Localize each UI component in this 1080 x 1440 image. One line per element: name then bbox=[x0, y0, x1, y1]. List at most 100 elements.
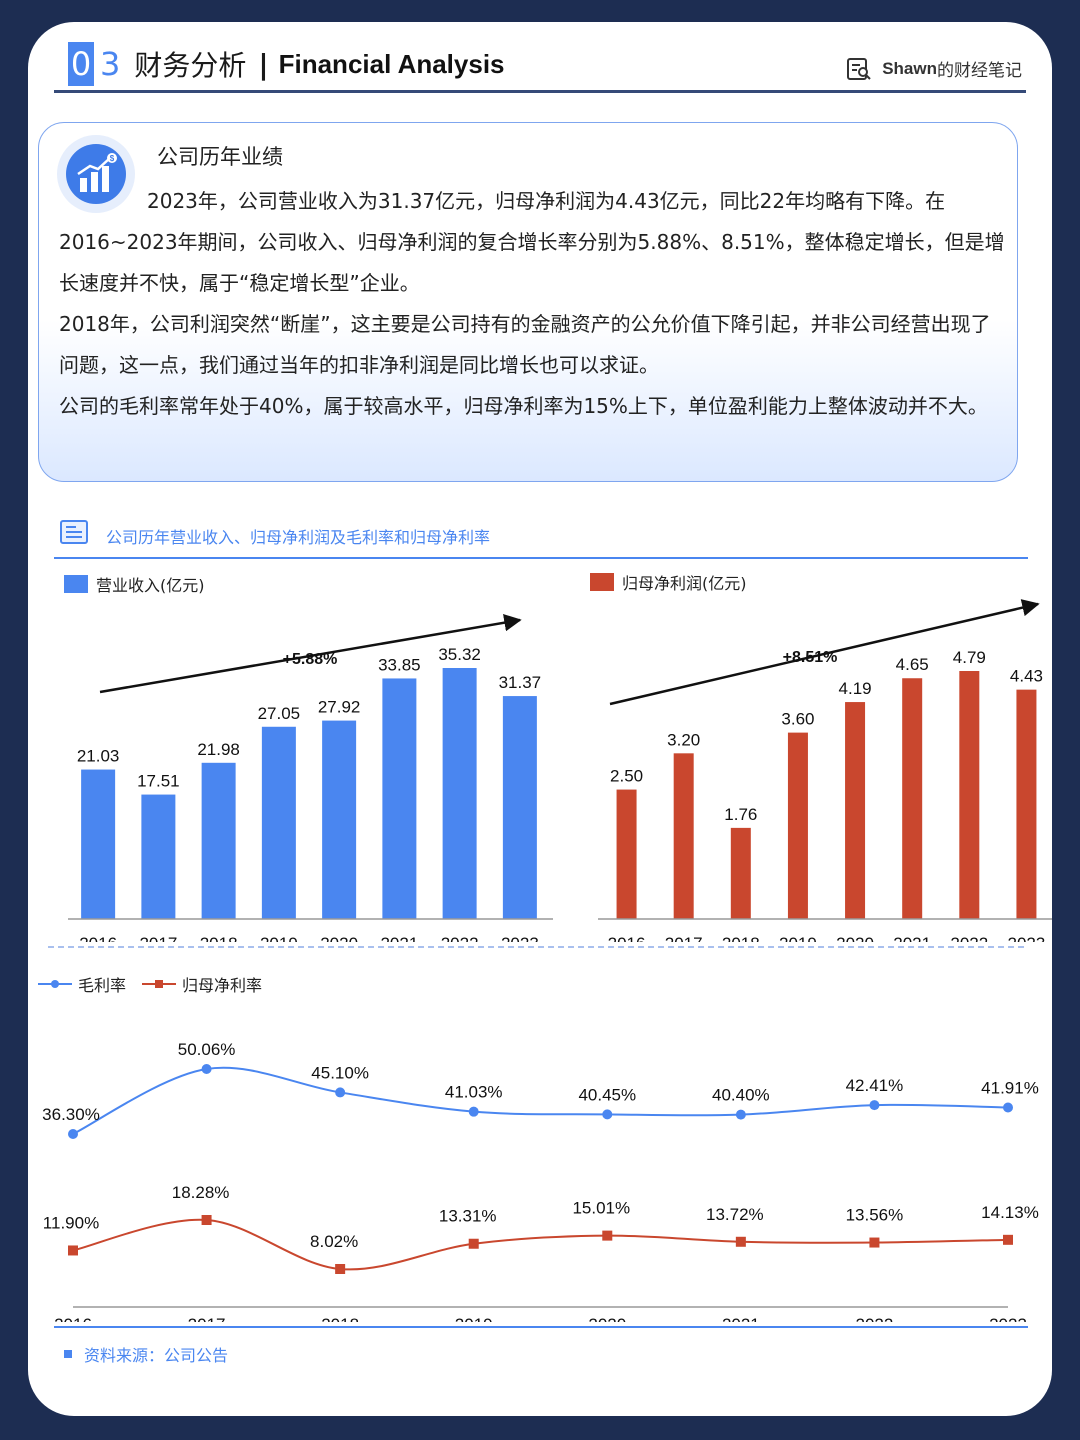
bar bbox=[322, 720, 357, 919]
bar bbox=[502, 696, 537, 919]
bar bbox=[959, 671, 980, 919]
cagr-annotation: +8.51% bbox=[783, 649, 838, 666]
revenue-bar-chart: +5.88% 21.03 2016 17.51 2017 21.98 2018 27.05 20… bbox=[68, 614, 553, 942]
x-tick-label: 2021 bbox=[893, 934, 931, 942]
margin-line-chart: 36.30% 50.06% 45.10% 41.03% 40.45% 40.40% 42.4… bbox=[42, 1040, 1039, 1322]
bar-value-label: 21.98 bbox=[197, 740, 240, 759]
data-point bbox=[602, 1109, 613, 1120]
source-note: 资料来源：公司公告 bbox=[64, 1342, 228, 1366]
revenue-legend-swatch bbox=[64, 575, 88, 593]
profit-legend-label: 归母净利润(亿元) bbox=[622, 574, 747, 593]
x-tick-label: 2021 bbox=[380, 934, 418, 942]
x-tick-label: 2022 bbox=[441, 934, 479, 942]
bar bbox=[201, 762, 236, 919]
section-title-cn: 财务分析 bbox=[134, 49, 247, 82]
x-tick-label: 2023 bbox=[501, 934, 539, 942]
data-label: 13.31% bbox=[439, 1207, 497, 1226]
bar bbox=[902, 678, 923, 919]
data-label: 40.45% bbox=[578, 1085, 636, 1104]
x-tick-label: 2020 bbox=[588, 1315, 626, 1322]
data-label: 15.01% bbox=[572, 1199, 630, 1218]
intro-paragraph: 2023年，公司营业收入为31.37亿元，归母净利润为4.43亿元，同比22年均… bbox=[59, 189, 1005, 295]
intro-paragraph: 公司的毛利率常年处于40%，属于较高水平，归母净利率为15%上下，单位盈利能力上… bbox=[59, 394, 988, 418]
net-margin-legend: 归母净利率 bbox=[142, 972, 262, 996]
svg-text:$: $ bbox=[110, 154, 115, 163]
data-label: 50.06% bbox=[178, 1040, 236, 1059]
data-label: 13.72% bbox=[706, 1205, 764, 1224]
x-tick-label: 2018 bbox=[321, 1315, 359, 1322]
bar-value-label: 35.32 bbox=[438, 645, 481, 664]
notes-icon bbox=[847, 57, 871, 80]
bar bbox=[730, 827, 751, 919]
source-bullet bbox=[64, 1350, 72, 1358]
bar-value-label: 4.19 bbox=[839, 679, 872, 698]
data-point bbox=[201, 1215, 212, 1225]
revenue-legend-label: 营业收入(亿元) bbox=[96, 576, 205, 595]
x-tick-label: 2020 bbox=[320, 934, 358, 942]
x-tick-label: 2021 bbox=[722, 1315, 760, 1322]
source-text: 资料来源：公司公告 bbox=[84, 1346, 229, 1365]
x-tick-label: 2018 bbox=[200, 934, 238, 942]
data-point bbox=[869, 1100, 880, 1111]
brand-label: Shawn 的财经笔记 bbox=[846, 56, 1022, 81]
chart-section-divider bbox=[54, 557, 1028, 559]
bar bbox=[845, 702, 866, 919]
data-point bbox=[1003, 1102, 1013, 1113]
trend-arrow bbox=[609, 599, 1040, 706]
brand-name-en: Shawn bbox=[882, 58, 937, 78]
section-number: 3 bbox=[100, 45, 121, 83]
data-label: 41.91% bbox=[981, 1078, 1039, 1097]
data-point bbox=[602, 1230, 613, 1241]
data-point bbox=[335, 1087, 346, 1098]
section-header: 0 3 财务分析 | Financial Analysis bbox=[68, 42, 505, 86]
bar-value-label: 2.50 bbox=[610, 767, 643, 786]
bar bbox=[141, 794, 176, 919]
bar-value-label: 3.60 bbox=[781, 710, 814, 729]
brand-name-cn: 的财经笔记 bbox=[937, 61, 1022, 81]
data-label: 18.28% bbox=[172, 1183, 230, 1202]
x-tick-label: 2018 bbox=[722, 934, 760, 942]
data-label: 14.13% bbox=[981, 1203, 1039, 1222]
section-title-separator: | bbox=[258, 47, 269, 81]
data-point bbox=[869, 1237, 880, 1248]
bar bbox=[787, 732, 808, 919]
intro-paragraph: 2018年，公司利润突然“断崖”，这主要是公司持有的金融资产的公允价值下降引起，… bbox=[59, 312, 991, 377]
data-point bbox=[735, 1236, 746, 1247]
data-point bbox=[1003, 1234, 1013, 1245]
series-line bbox=[72, 1218, 1009, 1271]
intro-box: $ 公司历年业绩 2023年，公司营业收入为31.37亿元，归母净利润为4.43… bbox=[38, 122, 1018, 482]
bar bbox=[442, 668, 477, 919]
gross-margin-legend: 毛利率 bbox=[38, 972, 126, 996]
bar-value-label: 27.92 bbox=[318, 698, 361, 717]
x-tick-label: 2023 bbox=[1008, 934, 1046, 942]
intro-text: 2023年，公司营业收入为31.37亿元，归母净利润为4.43亿元，同比22年均… bbox=[59, 181, 1009, 427]
data-label: 42.41% bbox=[846, 1076, 904, 1095]
gross-margin-legend-label: 毛利率 bbox=[78, 976, 127, 995]
bar-value-label: 17.51 bbox=[137, 772, 180, 791]
x-tick-label: 2016 bbox=[79, 934, 117, 942]
series-line bbox=[72, 1066, 1009, 1135]
chart-divider-dashed bbox=[48, 946, 1024, 948]
data-label: 8.02% bbox=[310, 1232, 358, 1251]
bar-value-label: 33.85 bbox=[378, 655, 421, 674]
header-divider bbox=[54, 90, 1026, 93]
revenue-legend: 营业收入(亿元) bbox=[64, 572, 205, 596]
data-point bbox=[201, 1064, 212, 1074]
profit-legend-swatch bbox=[590, 573, 614, 591]
bar-value-label: 4.43 bbox=[1010, 667, 1043, 686]
data-point bbox=[68, 1245, 78, 1256]
data-point bbox=[335, 1264, 346, 1274]
bar-value-label: 4.65 bbox=[896, 655, 929, 674]
data-label: 11.90% bbox=[43, 1213, 99, 1232]
x-tick-label: 2017 bbox=[188, 1315, 226, 1322]
x-tick-label: 2023 bbox=[989, 1315, 1027, 1322]
bar-value-label: 3.20 bbox=[667, 730, 700, 749]
x-tick-label: 2022 bbox=[950, 934, 988, 942]
bar-value-label: 4.79 bbox=[953, 648, 986, 667]
bar bbox=[81, 769, 116, 919]
intro-heading: 公司历年业绩 bbox=[157, 145, 283, 169]
footer-divider bbox=[54, 1326, 1028, 1328]
report-card: 0 3 财务分析 | Financial Analysis Shawn 的财经笔… bbox=[28, 22, 1052, 1416]
data-point bbox=[468, 1106, 479, 1117]
bar bbox=[616, 789, 637, 919]
